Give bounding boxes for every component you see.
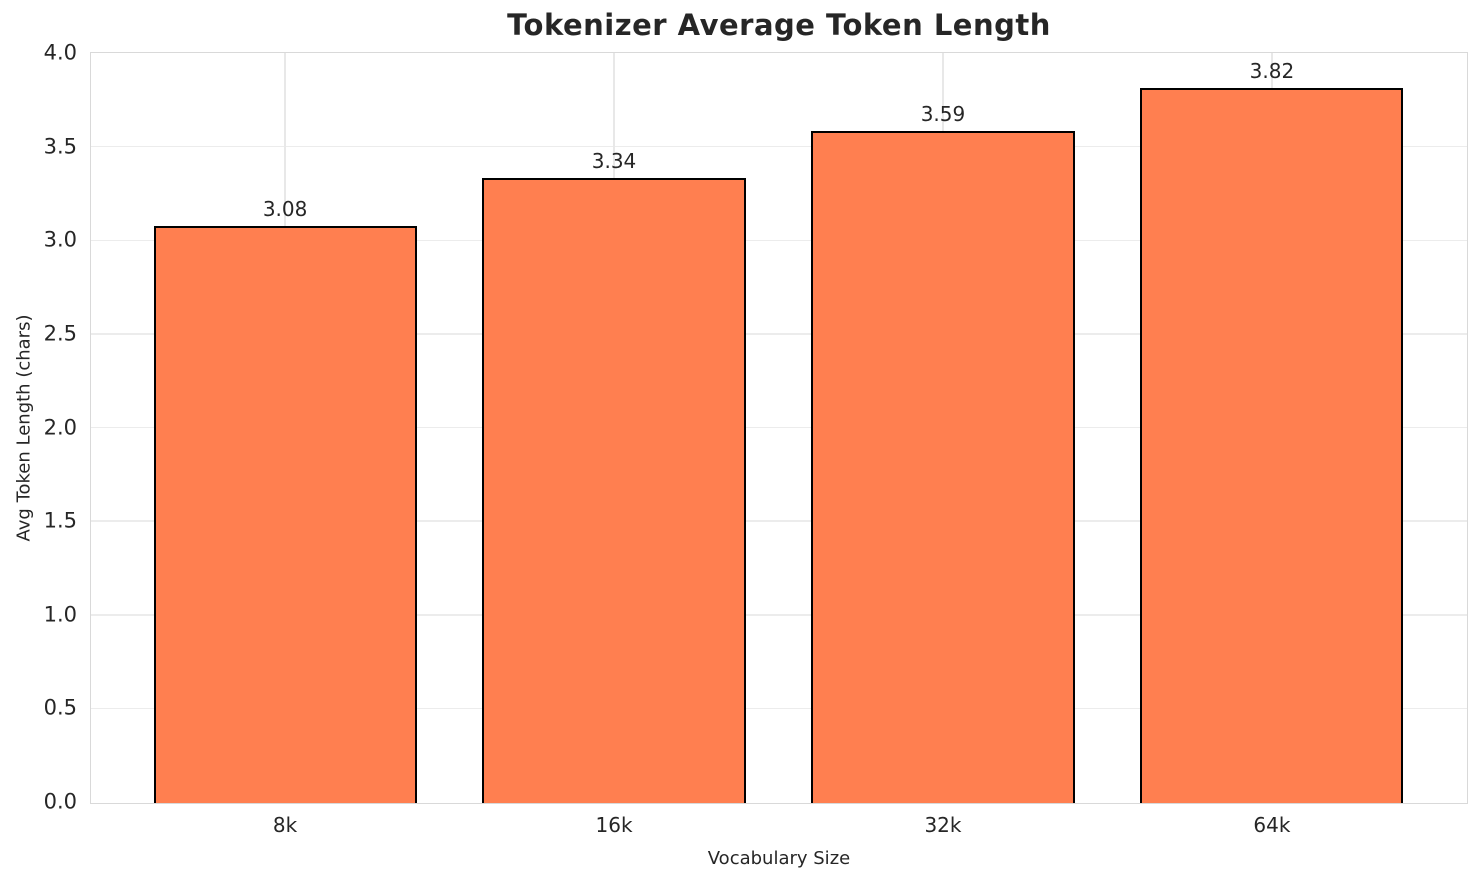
bar-8k	[153, 226, 417, 803]
bar-32k	[811, 130, 1075, 803]
y-tick-label: 0.5	[43, 695, 77, 720]
gridline-horizontal	[91, 520, 1467, 522]
y-tick-label: 3.5	[43, 134, 77, 159]
bar-64k	[1140, 87, 1404, 803]
y-tick-label: 1.5	[43, 508, 77, 533]
x-tick-label: 32k	[924, 813, 962, 837]
x-tick-label: 8k	[272, 813, 298, 837]
gridline-horizontal	[91, 239, 1467, 241]
y-tick-label: 4.0	[43, 40, 77, 65]
gridline-horizontal	[91, 707, 1467, 710]
x-axis-label: Vocabulary Size	[707, 848, 851, 869]
gridline-horizontal	[91, 145, 1467, 148]
y-tick-label: 0.0	[43, 789, 77, 814]
gridline-horizontal	[91, 614, 1467, 616]
bar-value-label: 3.59	[920, 101, 966, 126]
y-tick-label: 1.0	[43, 602, 77, 627]
y-axis-label: Avg Token Length (chars)	[13, 314, 35, 542]
plot-area: 0.0 0.5 1.0 1.5 2.0 2.5 3.0 3.5 4.0 3.08 8k 3.34 16k…	[44, 42, 1468, 835]
y-tick-label: 3.0	[43, 227, 77, 252]
y-tick-label: 2.5	[43, 321, 77, 346]
y-tick-label: 2.0	[43, 415, 77, 439]
x-tick-label: 16k	[595, 813, 633, 837]
chart-title: Tokenizer Average Token Length	[507, 8, 1051, 42]
bar-value-label: 3.82	[1249, 58, 1295, 83]
gridline-horizontal	[91, 426, 1467, 429]
gridline-horizontal	[91, 333, 1467, 335]
bar-value-label: 3.34	[591, 148, 637, 173]
bar-16k	[482, 177, 746, 803]
x-tick-label: 64k	[1253, 813, 1291, 837]
bar-value-label: 3.08	[262, 197, 308, 222]
